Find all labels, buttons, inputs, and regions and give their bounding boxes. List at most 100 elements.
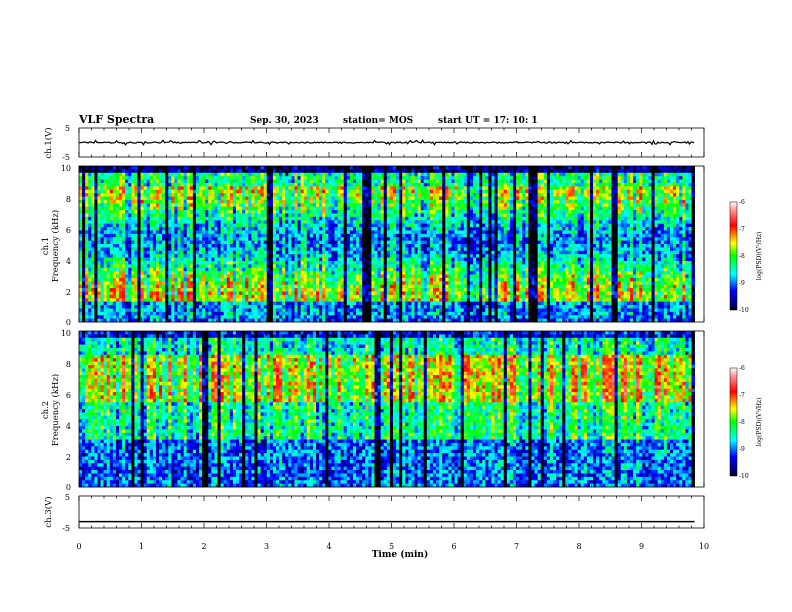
spec1-cell [297,247,301,252]
spec1-cell [297,264,301,269]
spec1-cell [208,294,212,299]
spec1-cell [183,257,188,262]
spec1-cell [279,216,283,221]
spec1-cell [306,294,311,299]
spec1-cell [115,298,120,302]
spec1-cell [168,260,172,265]
spec1-cell [137,166,141,170]
spec1-cell [82,199,86,204]
spec1-cell [106,240,111,245]
spec1-cell [334,305,338,309]
spec1-cell [245,213,249,218]
spec1-cell [235,230,240,235]
spec1-cell [291,315,295,319]
spec1-cell [251,233,255,238]
spec1-cell [97,318,101,323]
spec1-cell [276,169,280,174]
spec1-cell [168,301,172,306]
spec1-cell [125,294,129,299]
spec1-cell [214,166,218,170]
spec1-cell [374,237,378,241]
spec1-cell [192,210,197,214]
spec1-cell [226,291,231,296]
spec1-cell [346,311,351,316]
spec1-cell [189,227,194,231]
spec1-cell [272,250,277,255]
spec1-cell [269,271,274,275]
spec1-cell [272,298,277,302]
spec1-cell [171,227,175,231]
spec1-cell [266,182,271,187]
spec1-cell [180,274,184,279]
spec1-cell [186,288,191,292]
spec1-cell [202,206,206,211]
spec1-cell [152,271,157,275]
spec1-cell [125,277,129,282]
spec1-cell [128,182,132,187]
spec1-cell [229,281,234,285]
spec1-cell [143,193,148,197]
spec1-cell [334,230,338,235]
spec1-cell [239,233,243,238]
spec1-cell [115,257,120,262]
spec1-cell [226,301,231,306]
spec1-cell [229,274,234,279]
spec1-cell [205,227,209,231]
spec1-cell [143,216,148,221]
spec1-cell [300,220,305,224]
spec1-cell [374,260,378,265]
spec1-cell [359,220,363,224]
spec1-cell [189,254,194,258]
ch1-waveform-xticks [78,128,705,157]
spec1-cell [356,223,360,228]
spec1-cell [245,298,249,302]
spec1-cell [269,250,274,255]
spec1-cell [260,277,264,282]
spec1-cell [239,250,243,255]
spec1-cell [235,271,240,275]
spec1-cell [334,254,338,258]
spec1-cell [340,264,345,269]
spec1-cell [325,240,329,245]
spec1-cell [340,189,345,194]
spec1-cell [245,206,249,211]
spec1-cell [402,311,406,316]
spec1-cell [149,189,154,194]
spec1-cell [134,227,138,231]
spec1-cell [359,318,363,323]
spec1-cell [309,172,314,177]
spec1-cell [303,260,308,265]
spec1-cell [288,291,292,296]
spec1-cell [189,216,194,221]
spec1-cell [208,315,212,319]
spec1-cell [174,230,178,235]
spec1-cell [220,247,224,252]
spec1-cell [365,247,369,252]
spec1-cell [239,271,243,275]
spec1-cell [171,210,175,214]
spec1-cell [377,189,381,194]
spec1-cell [155,264,160,269]
spec1-cell [331,291,335,296]
spec1-cell [303,199,308,204]
spec1-cell [334,250,338,255]
spec1-cell [91,315,95,319]
spec1-cell [359,308,363,313]
spec1-cell [226,281,231,285]
spec1-cell [208,227,212,231]
spec1-cell [266,257,271,262]
spec1-cell [229,305,234,309]
spec1-cell [294,203,298,207]
spec1-cell [260,203,264,207]
spec1-cell [349,294,354,299]
spec1-cell [183,216,188,221]
spec1-cell [254,220,258,224]
spec1-cell [337,301,341,306]
spec1-cell [226,294,231,299]
spec1-cell [392,189,397,194]
spec1-cell [269,288,274,292]
spec1-cell [297,182,301,187]
spec1-cell [386,210,391,214]
spec1-cell [174,288,178,292]
spec1-cell [352,305,357,309]
